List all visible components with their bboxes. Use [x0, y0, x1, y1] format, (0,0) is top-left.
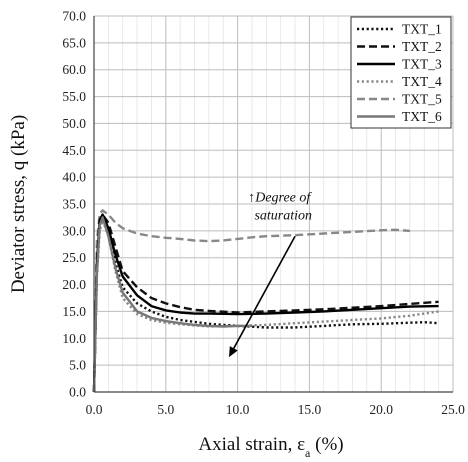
y-tick-label: 25.0 — [62, 250, 86, 265]
legend: TXT_1 TXT_2 TXT_3 TXT_4 TXT_5 TXT_6 — [350, 16, 452, 129]
x-tick-label: 15.0 — [298, 402, 322, 417]
annotation: ↑Degree of saturation — [228, 190, 312, 358]
y-tick-label: 65.0 — [62, 35, 86, 50]
x-axis-title-main: Axial strain, ε — [198, 434, 305, 455]
x-tick-label: 0.0 — [86, 402, 103, 417]
y-tick-label: 5.0 — [69, 358, 86, 373]
y-tick-label: 60.0 — [62, 62, 86, 77]
annotation-line-1: ↑Degree of — [248, 190, 312, 205]
x-tick-label: 5.0 — [157, 402, 174, 417]
annotation-arrow-head — [228, 346, 238, 358]
x-axis-title-unit: (%) — [310, 434, 343, 455]
legend-label: TXT_3 — [402, 57, 442, 72]
legend-box — [350, 16, 452, 129]
y-tick-label: 20.0 — [62, 277, 86, 292]
y-tick-label: 55.0 — [62, 89, 86, 104]
y-tick-label: 30.0 — [62, 223, 86, 238]
y-tick-labels: 0.0 5.0 10.0 15.0 20.0 25.0 30.0 35.0 40.0 45.0 50… — [62, 9, 86, 400]
y-tick-label: 0.0 — [69, 385, 86, 400]
y-tick-label: 10.0 — [62, 331, 86, 346]
annotation-arrow-line — [233, 235, 296, 349]
y-tick-label: 45.0 — [62, 143, 86, 158]
x-axis-title: Axial strain, εa (%) — [198, 434, 343, 460]
y-axis-title: Deviator stress, q (kPa) — [8, 115, 29, 293]
y-tick-label: 35.0 — [62, 197, 86, 212]
series-layer — [92, 209, 439, 393]
x-tick-label: 25.0 — [441, 402, 465, 417]
annotation-up-arrow: ↑ — [248, 190, 255, 205]
axes — [93, 16, 453, 393]
series-line-txt-3 — [92, 213, 439, 393]
legend-label: TXT_2 — [402, 39, 442, 54]
y-tick-label: 40.0 — [62, 170, 86, 185]
legend-label: TXT_1 — [402, 22, 442, 37]
series-line-txt-5 — [92, 209, 410, 393]
series-line-txt-6 — [92, 216, 252, 393]
y-tick-label: 70.0 — [62, 9, 86, 24]
y-tick-label: 50.0 — [62, 116, 86, 131]
x-tick-labels: 0.0 5.0 10.0 15.0 20.0 25.0 — [86, 402, 466, 417]
legend-label: TXT_4 — [402, 74, 442, 89]
annotation-text-1: Degree of — [254, 190, 312, 205]
legend-label: TXT_6 — [402, 109, 442, 124]
x-axis-title-subscript: a — [305, 446, 311, 460]
legend-label: TXT_5 — [402, 92, 442, 107]
x-tick-label: 20.0 — [369, 402, 393, 417]
annotation-line-2: saturation — [254, 208, 312, 223]
y-tick-label: 15.0 — [62, 304, 86, 319]
x-tick-label: 10.0 — [226, 402, 250, 417]
